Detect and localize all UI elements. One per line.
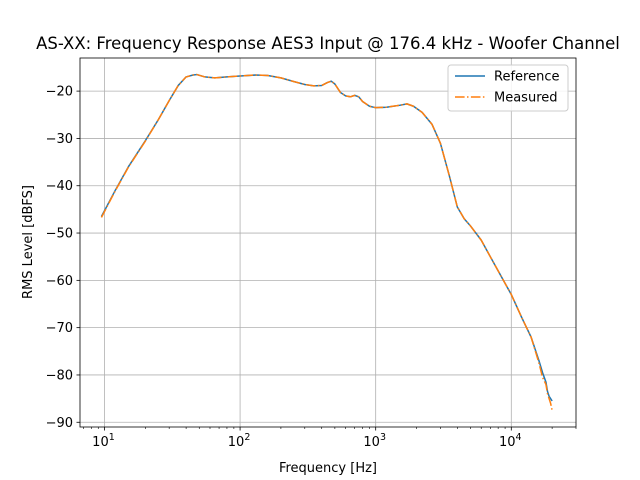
chart-title: AS-XX: Frequency Response AES3 Input @ 1…: [36, 34, 620, 53]
y-tick-label: −50: [46, 227, 73, 242]
legend-label-reference: Reference: [494, 70, 559, 85]
y-axis-label: RMS Level [dBFS]: [21, 185, 36, 299]
y-tick-label: −70: [46, 321, 73, 336]
y-tick-label: −20: [46, 85, 73, 100]
x-tick-exponent: 1: [109, 432, 115, 443]
y-tick-label: −90: [46, 416, 73, 431]
y-tick-label: −60: [46, 274, 73, 289]
y-tick-label: −40: [46, 179, 73, 194]
grid: [80, 58, 576, 427]
series-group: [100, 73, 553, 411]
x-tick-exponent: 3: [380, 432, 386, 443]
x-tick-exponent: 2: [244, 432, 250, 443]
series-line-measured: [100, 73, 553, 411]
legend: Reference Measured: [447, 64, 569, 112]
y-tick-label: −30: [46, 132, 73, 147]
x-tick-exponent: 4: [516, 432, 522, 443]
legend-label-measured: Measured: [494, 91, 558, 106]
y-tick-label: −80: [46, 368, 73, 383]
x-axis-label: Frequency [Hz]: [279, 461, 377, 476]
plot-area-frame: [79, 57, 577, 428]
